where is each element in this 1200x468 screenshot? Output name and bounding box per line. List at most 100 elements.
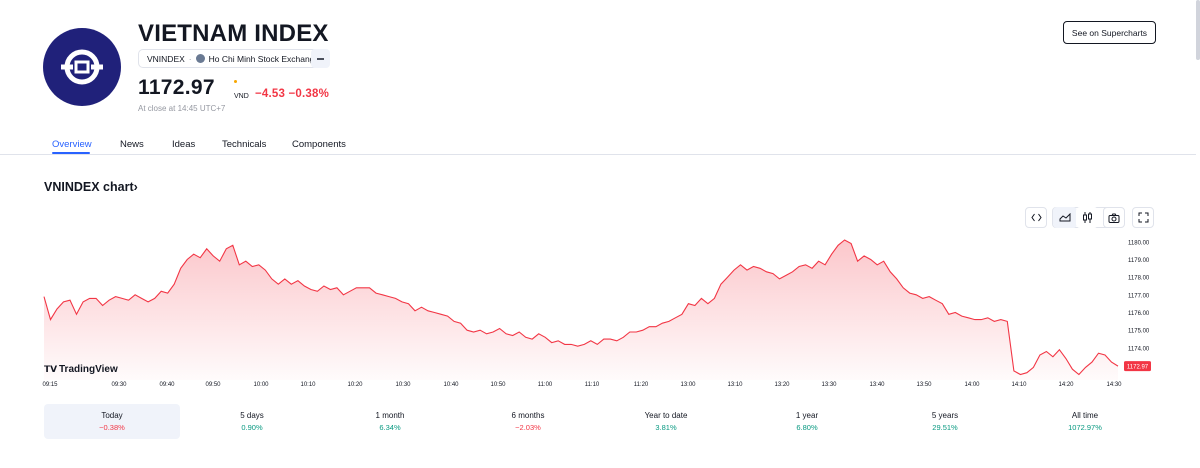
x-tick-label: 09:30 (111, 382, 127, 388)
tab-ideas[interactable]: Ideas (172, 139, 196, 150)
range-5-years[interactable]: 5 years 29.51% (877, 404, 1013, 439)
tab-bar: Overview News Ideas Technicals Component… (0, 133, 1196, 155)
x-tick-label: 14:20 (1058, 382, 1074, 388)
x-tick-label: 09:15 (42, 382, 58, 388)
x-tick-label: 13:00 (680, 382, 696, 388)
tab-components[interactable]: Components (292, 139, 346, 150)
range-label: 5 years (931, 411, 959, 420)
remove-watchlist-button[interactable] (311, 49, 330, 68)
snapshot-button[interactable] (1103, 207, 1125, 228)
x-tick-label: 09:40 (159, 382, 175, 388)
range-change-value: −2.03% (515, 423, 541, 432)
range-6-months[interactable]: 6 months −2.03% (460, 404, 596, 439)
exchange-pill[interactable]: VNINDEX · Ho Chi Minh Stock Exchange (138, 49, 329, 68)
x-tick-label: 13:40 (869, 382, 885, 388)
range-change-value: 0.90% (241, 423, 263, 432)
page-scrollbar[interactable] (1196, 0, 1200, 60)
active-tab-indicator (52, 152, 90, 154)
area-chart-icon (1059, 213, 1071, 222)
y-tick-label: 1180.00 (1128, 240, 1150, 246)
range-change-value: 6.80% (796, 423, 818, 432)
range-label: 5 days (240, 411, 264, 420)
vnindex-logo-icon (61, 49, 103, 85)
x-tick-label: 13:50 (916, 382, 932, 388)
x-tick-label: 11:10 (585, 382, 600, 388)
y-tick-label: 1176.00 (1128, 311, 1150, 317)
minus-icon (317, 57, 324, 60)
exchange-name: Ho Chi Minh Stock Exchange (208, 53, 320, 64)
x-tick-label: 10:40 (443, 382, 459, 388)
watermark-text: TradingView (59, 364, 118, 375)
x-tick-label: 13:10 (727, 382, 743, 388)
x-tick-label: 10:30 (395, 382, 411, 388)
range-label: 6 months (511, 411, 545, 420)
x-tick-label: 10:20 (347, 382, 363, 388)
y-tick-label: 1177.00 (1128, 293, 1150, 299)
range-1-month[interactable]: 1 month 6.34% (322, 404, 458, 439)
embed-button[interactable] (1025, 207, 1047, 228)
range-change-value: 6.34% (379, 423, 401, 432)
chart-heading-link[interactable]: VNINDEX chart› (44, 180, 138, 194)
range-today[interactable]: Today −0.38% (44, 404, 180, 439)
symbol-label: VNINDEX (147, 53, 185, 64)
range-label: Today (101, 411, 123, 420)
range-change-value: 1072.97% (1068, 423, 1102, 432)
x-tick-label: 11:20 (634, 382, 649, 388)
range-label: All time (1071, 411, 1099, 420)
range-change-value: 29.51% (932, 423, 958, 432)
range-change-value: −0.38% (99, 423, 125, 432)
tab-technicals[interactable]: Technicals (222, 139, 267, 150)
x-tick-label: 10:10 (300, 382, 316, 388)
price-value: 1172.97 (138, 76, 215, 99)
fullscreen-icon (1138, 212, 1148, 223)
range-change-value: 3.81% (655, 423, 677, 432)
x-tick-label: 10:50 (490, 382, 506, 388)
tab-news[interactable]: News (120, 139, 144, 150)
price-line (43, 239, 1119, 376)
currency-label: VND (234, 93, 249, 100)
y-tick-label: 1175.00 (1128, 329, 1150, 335)
price-area-fill (44, 240, 1118, 380)
separator: · (188, 53, 192, 64)
close-note: At close at 14:45 UTC+7 (138, 104, 226, 113)
range-label: 1 year (795, 411, 819, 420)
performance-ranges: Today −0.38% 5 days 0.90% 1 month 6.34% 6 mont… (44, 404, 1156, 440)
chart-heading-text: VNINDEX chart (44, 180, 134, 194)
range-all-time[interactable]: All time 1072.97% (1017, 404, 1153, 439)
see-on-supercharts-button[interactable]: See on Supercharts (1063, 21, 1156, 44)
candles-icon (1082, 212, 1092, 223)
y-tick-label: 1179.00 (1128, 258, 1150, 264)
price-change: −4.53 −0.38% (255, 88, 330, 100)
chevron-right-icon: › (133, 180, 138, 194)
last-price-text: 1172.97 (1127, 364, 1149, 370)
range-label: Year to date (644, 411, 688, 420)
y-tick-label: 1174.00 (1128, 346, 1150, 352)
embed-icon (1030, 213, 1042, 222)
range-5-days[interactable]: 5 days 0.90% (184, 404, 320, 439)
x-tick-label: 11:00 (538, 382, 553, 388)
exchange-globe-icon (195, 54, 205, 63)
x-tick-label: 13:20 (774, 382, 790, 388)
x-tick-label: 14:00 (964, 382, 980, 388)
tab-overview[interactable]: Overview (52, 139, 92, 150)
market-status-dot (234, 80, 237, 83)
index-logo (43, 28, 121, 106)
range-label: 1 month (375, 411, 405, 420)
x-tick-label: 13:30 (821, 382, 837, 388)
fullscreen-button[interactable] (1132, 207, 1154, 228)
x-tick-label: 10:00 (253, 382, 269, 388)
tradingview-watermark[interactable]: 𝗧𝗩 TradingView (44, 364, 118, 375)
page-title: VIETNAM INDEX (138, 20, 329, 47)
range-1-year[interactable]: 1 year 6.80% (739, 404, 875, 439)
candles-button[interactable] (1076, 207, 1098, 228)
x-tick-label: 14:30 (1106, 382, 1122, 388)
x-tick-label: 09:50 (205, 382, 221, 388)
x-tick-label: 14:10 (1011, 382, 1027, 388)
last-price-badge-bg (1124, 361, 1151, 372)
y-tick-label: 1178.00 (1128, 276, 1150, 282)
area-chart-button[interactable] (1053, 207, 1077, 228)
price-chart[interactable]: 1180.00 1179.00 1178.00 1177.00 1176.00 1175.… (0, 230, 1160, 392)
range-year-to-date[interactable]: Year to date 3.81% (598, 404, 734, 439)
camera-icon (1108, 213, 1120, 223)
tv-logo-icon: 𝗧𝗩 (44, 364, 57, 374)
